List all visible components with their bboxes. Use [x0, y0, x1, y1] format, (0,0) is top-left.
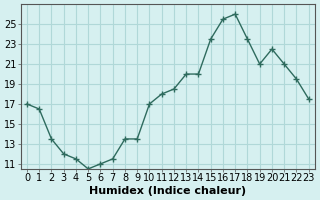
X-axis label: Humidex (Indice chaleur): Humidex (Indice chaleur): [89, 186, 246, 196]
